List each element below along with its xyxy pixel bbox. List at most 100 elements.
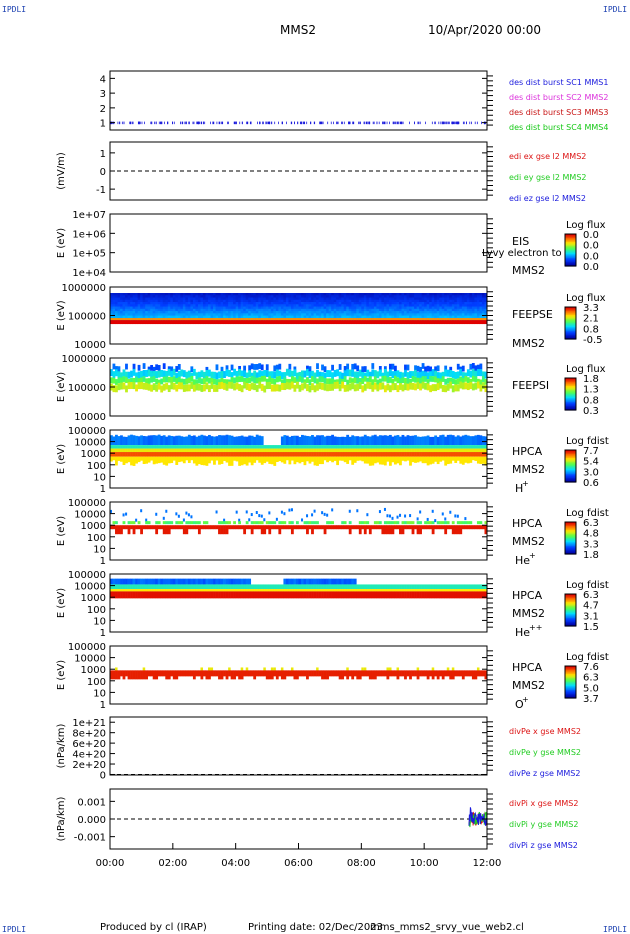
heatmap-cell [197,293,201,296]
heatmap-cell [311,521,314,525]
heatmap-cell [308,379,312,386]
heatmap-cell [248,297,252,301]
heatmap-cell [210,448,214,453]
heatmap-cell [461,525,465,530]
heatmap-cell [474,591,478,599]
heatmap-cell [110,452,113,457]
colorbar-tick-label: 4.7 [583,601,599,612]
heatmap-cell [409,382,412,390]
heatmap-cell [147,308,151,312]
heatmap-cell [147,589,151,592]
heatmap-cell [301,370,304,378]
heatmap-cell [399,371,402,379]
heatmap-cell [391,313,395,317]
heatmap-cell [150,295,154,299]
heatmap-cell [308,371,312,379]
heatmap-cell [167,584,171,590]
heatmap-cell [371,589,375,592]
heatmap-cell [220,315,224,319]
heatmap-cell [127,448,131,453]
heatmap-cell [414,456,417,463]
heatmap-cell [361,304,365,308]
corner-label-bottom-left: IPDLI [2,925,26,934]
heatmap-cell [459,304,463,308]
heatmap-cell [288,508,291,512]
heatmap-cell [338,448,342,453]
heatmap-cell [213,306,216,310]
heatmap-cell [419,308,423,312]
heatmap-cell [449,313,453,317]
heatmap-cell [142,308,146,312]
heatmap-cell [175,584,179,590]
heatmap-cell [110,578,113,585]
heatmap-cell [331,578,334,585]
heatmap-cell [152,370,156,378]
heatmap-cell [386,320,390,325]
heatmap-cell [290,320,294,325]
colorbar-swatch [565,263,576,266]
heatmap-cell [451,456,455,461]
heatmap-cell [449,308,453,312]
heatmap-cell [363,293,367,296]
heatmap-cell [162,448,166,453]
heatmap-cell [202,452,206,457]
heatmap-cell [127,293,131,296]
heatmap-cell [343,304,347,308]
heatmap-cell [210,308,214,312]
heatmap-cell [378,452,382,457]
heatmap-cell [474,315,478,319]
heatmap-cell [454,293,458,296]
heatmap-cell [416,318,420,321]
heatmap-cell [137,452,141,457]
heatmap-cell [386,448,390,453]
heatmap-cell [122,436,126,446]
heatmap-cell [110,448,113,453]
heatmap-cell [185,311,189,314]
heatmap-cell [484,584,488,590]
heatmap-cell [228,452,231,457]
heatmap-cell [368,371,372,379]
heatmap-cell [476,311,480,314]
heatmap-cell [288,306,292,310]
heatmap-cell [280,372,284,380]
heatmap-cell [210,670,214,677]
heatmap-cell [441,308,445,312]
heatmap-cell [346,299,350,303]
heatmap-cell [290,456,294,461]
heatmap-cell [195,320,199,325]
heatmap-cell [336,311,340,314]
heatmap-cell [331,306,335,310]
heatmap-cell [311,370,314,378]
heatmap-cell [401,299,405,303]
heatmap-cell [471,525,475,530]
heatmap-cell [265,521,269,525]
heatmap-cell [459,376,463,383]
heatmap-cell [456,448,460,453]
heatmap-cell [208,445,211,449]
heatmap-cell [388,521,392,525]
heatmap-cell [431,584,435,590]
heatmap-cell [449,445,453,449]
heatmap-cell [406,589,410,592]
heatmap-cell [185,315,189,319]
heatmap-cell [240,589,244,592]
heatmap-cell [394,365,397,372]
heatmap-cell [459,436,463,446]
heatmap-cell [147,456,151,463]
heatmap-cell [456,521,460,525]
heatmap-cell [308,591,312,599]
heatmap-cell [270,306,274,310]
heatmap-cell [386,514,389,518]
heatmap-cell [238,295,242,299]
heatmap-cell [333,320,337,325]
heatmap-cell [318,302,322,305]
heatmap-cell [135,518,138,522]
heatmap-cell [122,315,126,319]
heatmap-cell [328,435,332,446]
heatmap-cell [343,578,347,585]
heatmap-cell [182,308,186,312]
heatmap-cell [376,379,380,386]
heatmap-cell [243,318,247,321]
heatmap-cell [180,378,184,385]
heatmap-cell [476,369,480,376]
